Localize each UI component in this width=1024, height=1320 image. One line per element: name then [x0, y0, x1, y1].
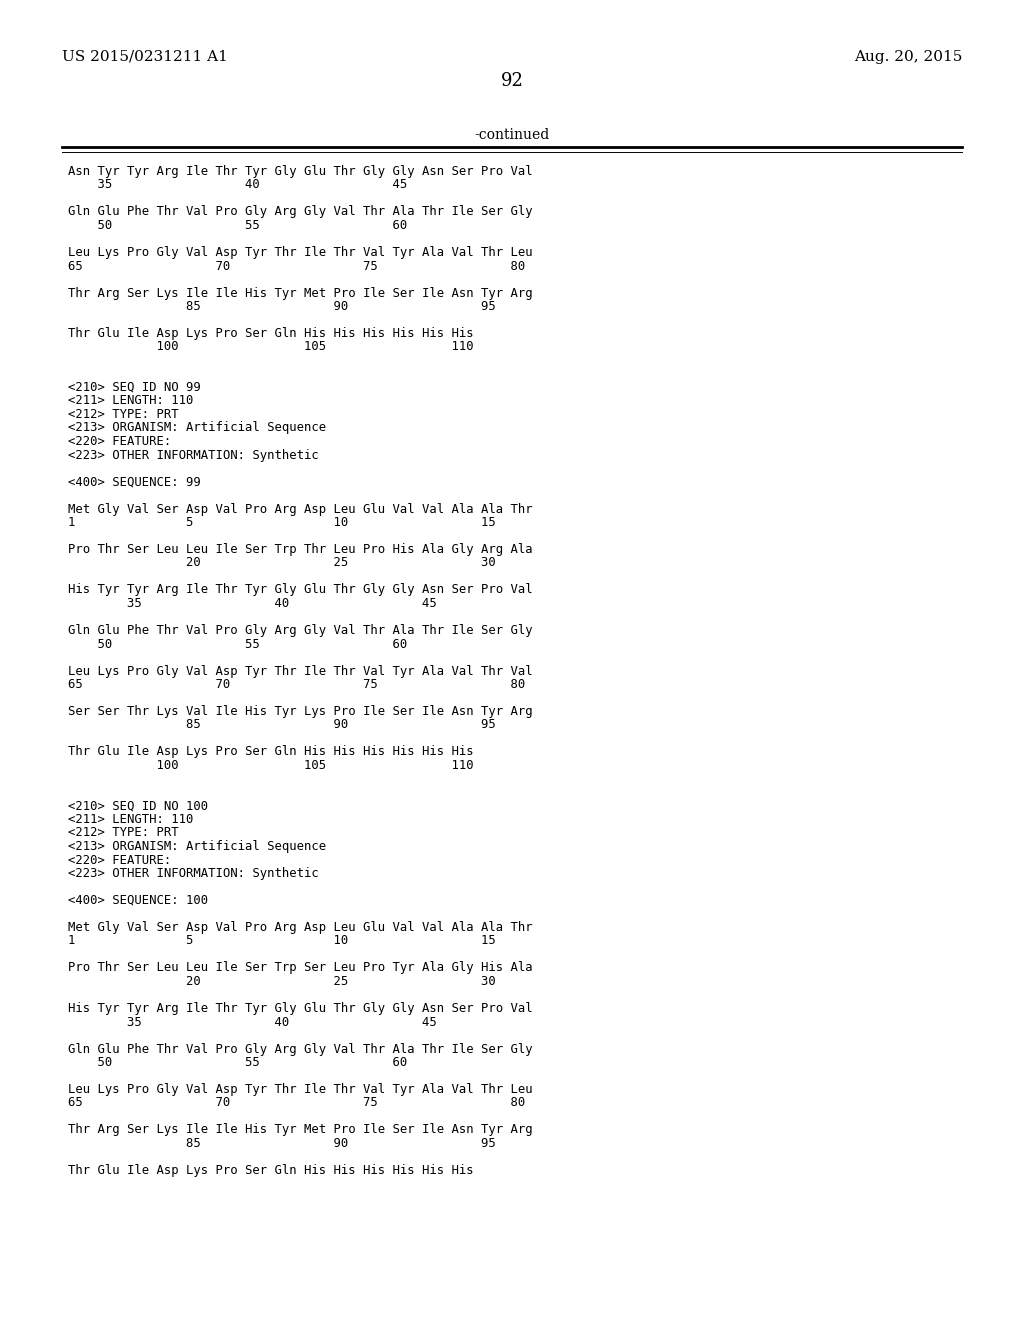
Text: <212> TYPE: PRT: <212> TYPE: PRT — [68, 408, 178, 421]
Text: <220> FEATURE:: <220> FEATURE: — [68, 854, 171, 866]
Text: Leu Lys Pro Gly Val Asp Tyr Thr Ile Thr Val Tyr Ala Val Thr Leu: Leu Lys Pro Gly Val Asp Tyr Thr Ile Thr … — [68, 1082, 532, 1096]
Text: <213> ORGANISM: Artificial Sequence: <213> ORGANISM: Artificial Sequence — [68, 840, 326, 853]
Text: 35                  40                  45: 35 40 45 — [68, 1015, 437, 1028]
Text: Ser Ser Thr Lys Val Ile His Tyr Lys Pro Ile Ser Ile Asn Tyr Arg: Ser Ser Thr Lys Val Ile His Tyr Lys Pro … — [68, 705, 532, 718]
Text: <211> LENGTH: 110: <211> LENGTH: 110 — [68, 395, 194, 408]
Text: <400> SEQUENCE: 99: <400> SEQUENCE: 99 — [68, 475, 201, 488]
Text: <211> LENGTH: 110: <211> LENGTH: 110 — [68, 813, 194, 826]
Text: 85                  90                  95: 85 90 95 — [68, 718, 496, 731]
Text: Gln Glu Phe Thr Val Pro Gly Arg Gly Val Thr Ala Thr Ile Ser Gly: Gln Glu Phe Thr Val Pro Gly Arg Gly Val … — [68, 1043, 532, 1056]
Text: Met Gly Val Ser Asp Val Pro Arg Asp Leu Glu Val Val Ala Ala Thr: Met Gly Val Ser Asp Val Pro Arg Asp Leu … — [68, 503, 532, 516]
Text: 35                  40                  45: 35 40 45 — [68, 597, 437, 610]
Text: 65                  70                  75                  80: 65 70 75 80 — [68, 678, 525, 690]
Text: Leu Lys Pro Gly Val Asp Tyr Thr Ile Thr Val Tyr Ala Val Thr Val: Leu Lys Pro Gly Val Asp Tyr Thr Ile Thr … — [68, 664, 532, 677]
Text: 65                  70                  75                  80: 65 70 75 80 — [68, 1097, 525, 1110]
Text: 1               5                   10                  15: 1 5 10 15 — [68, 935, 496, 948]
Text: 100                 105                 110: 100 105 110 — [68, 759, 474, 772]
Text: Asn Tyr Tyr Arg Ile Thr Tyr Gly Glu Thr Gly Gly Asn Ser Pro Val: Asn Tyr Tyr Arg Ile Thr Tyr Gly Glu Thr … — [68, 165, 532, 178]
Text: 50                  55                  60: 50 55 60 — [68, 219, 408, 232]
Text: 100                 105                 110: 100 105 110 — [68, 341, 474, 354]
Text: His Tyr Tyr Arg Ile Thr Tyr Gly Glu Thr Gly Gly Asn Ser Pro Val: His Tyr Tyr Arg Ile Thr Tyr Gly Glu Thr … — [68, 1002, 532, 1015]
Text: Leu Lys Pro Gly Val Asp Tyr Thr Ile Thr Val Tyr Ala Val Thr Leu: Leu Lys Pro Gly Val Asp Tyr Thr Ile Thr … — [68, 246, 532, 259]
Text: US 2015/0231211 A1: US 2015/0231211 A1 — [62, 50, 228, 63]
Text: Pro Thr Ser Leu Leu Ile Ser Trp Thr Leu Pro His Ala Gly Arg Ala: Pro Thr Ser Leu Leu Ile Ser Trp Thr Leu … — [68, 543, 532, 556]
Text: <223> OTHER INFORMATION: Synthetic: <223> OTHER INFORMATION: Synthetic — [68, 449, 318, 462]
Text: <220> FEATURE:: <220> FEATURE: — [68, 436, 171, 447]
Text: <212> TYPE: PRT: <212> TYPE: PRT — [68, 826, 178, 840]
Text: 20                  25                  30: 20 25 30 — [68, 975, 496, 987]
Text: 1               5                   10                  15: 1 5 10 15 — [68, 516, 496, 529]
Text: Gln Glu Phe Thr Val Pro Gly Arg Gly Val Thr Ala Thr Ile Ser Gly: Gln Glu Phe Thr Val Pro Gly Arg Gly Val … — [68, 624, 532, 638]
Text: -continued: -continued — [474, 128, 550, 143]
Text: Thr Glu Ile Asp Lys Pro Ser Gln His His His His His His: Thr Glu Ile Asp Lys Pro Ser Gln His His … — [68, 1164, 474, 1177]
Text: Thr Arg Ser Lys Ile Ile His Tyr Met Pro Ile Ser Ile Asn Tyr Arg: Thr Arg Ser Lys Ile Ile His Tyr Met Pro … — [68, 1123, 532, 1137]
Text: 65                  70                  75                  80: 65 70 75 80 — [68, 260, 525, 272]
Text: Thr Glu Ile Asp Lys Pro Ser Gln His His His His His His: Thr Glu Ile Asp Lys Pro Ser Gln His His … — [68, 327, 474, 341]
Text: <400> SEQUENCE: 100: <400> SEQUENCE: 100 — [68, 894, 208, 907]
Text: His Tyr Tyr Arg Ile Thr Tyr Gly Glu Thr Gly Gly Asn Ser Pro Val: His Tyr Tyr Arg Ile Thr Tyr Gly Glu Thr … — [68, 583, 532, 597]
Text: <210> SEQ ID NO 99: <210> SEQ ID NO 99 — [68, 381, 201, 393]
Text: Aug. 20, 2015: Aug. 20, 2015 — [854, 50, 962, 63]
Text: 50                  55                  60: 50 55 60 — [68, 1056, 408, 1069]
Text: Pro Thr Ser Leu Leu Ile Ser Trp Ser Leu Pro Tyr Ala Gly His Ala: Pro Thr Ser Leu Leu Ile Ser Trp Ser Leu … — [68, 961, 532, 974]
Text: 85                  90                  95: 85 90 95 — [68, 300, 496, 313]
Text: 85                  90                  95: 85 90 95 — [68, 1137, 496, 1150]
Text: <223> OTHER INFORMATION: Synthetic: <223> OTHER INFORMATION: Synthetic — [68, 867, 318, 880]
Text: Met Gly Val Ser Asp Val Pro Arg Asp Leu Glu Val Val Ala Ala Thr: Met Gly Val Ser Asp Val Pro Arg Asp Leu … — [68, 921, 532, 935]
Text: 20                  25                  30: 20 25 30 — [68, 557, 496, 569]
Text: <210> SEQ ID NO 100: <210> SEQ ID NO 100 — [68, 800, 208, 813]
Text: 92: 92 — [501, 73, 523, 90]
Text: 35                  40                  45: 35 40 45 — [68, 178, 408, 191]
Text: <213> ORGANISM: Artificial Sequence: <213> ORGANISM: Artificial Sequence — [68, 421, 326, 434]
Text: Thr Glu Ile Asp Lys Pro Ser Gln His His His His His His: Thr Glu Ile Asp Lys Pro Ser Gln His His … — [68, 746, 474, 759]
Text: Thr Arg Ser Lys Ile Ile His Tyr Met Pro Ile Ser Ile Asn Tyr Arg: Thr Arg Ser Lys Ile Ile His Tyr Met Pro … — [68, 286, 532, 300]
Text: 50                  55                  60: 50 55 60 — [68, 638, 408, 651]
Text: Gln Glu Phe Thr Val Pro Gly Arg Gly Val Thr Ala Thr Ile Ser Gly: Gln Glu Phe Thr Val Pro Gly Arg Gly Val … — [68, 206, 532, 219]
